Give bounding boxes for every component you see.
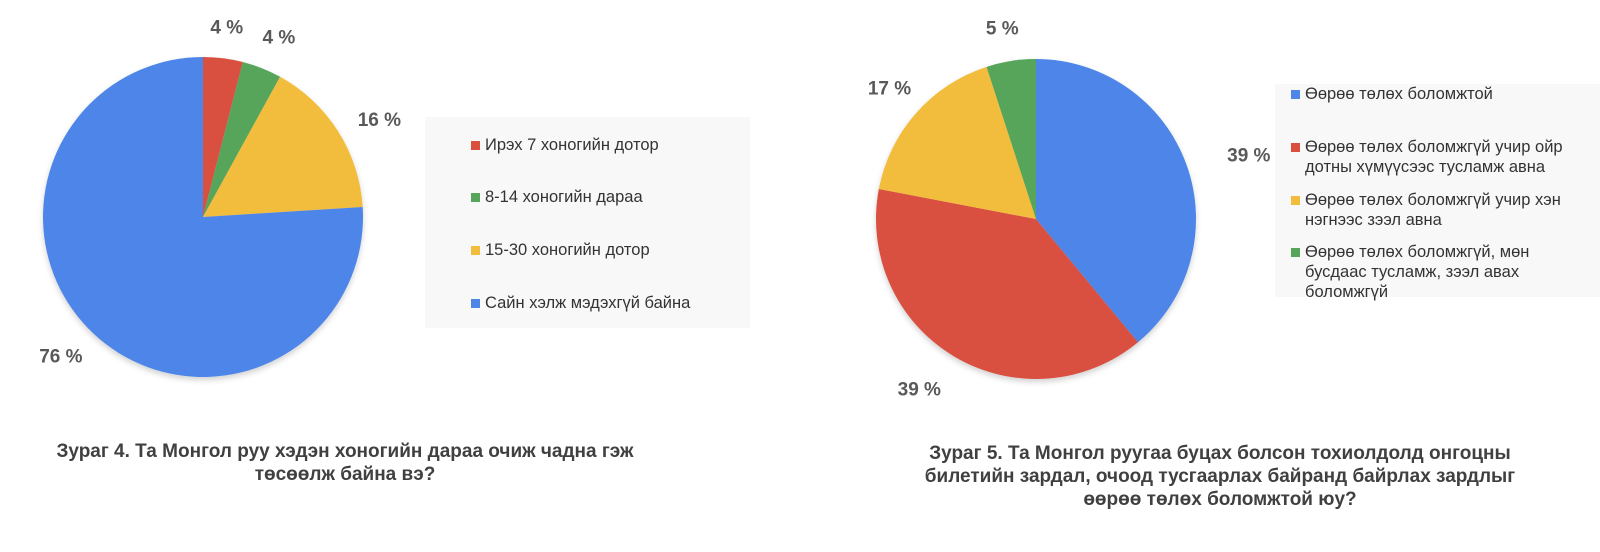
slice-value-label: 5 % — [986, 18, 1019, 39]
pie-slice — [42, 57, 363, 378]
legend-label: Ирэх 7 хоногийн дотор — [485, 136, 659, 154]
figure-5-caption: Зураг 5. Та Монгол руугаа буцах болсон т… — [924, 443, 1516, 510]
pie-chart-1-legend: Ирэх 7 хоногийн дотор 8-14 хоногийн дара… — [425, 117, 750, 328]
pie-slice — [875, 189, 1138, 380]
legend-swatch — [1291, 143, 1300, 152]
pie-chart-2-labels: 39 % 39 % 17 % 5 % — [868, 18, 1271, 400]
legend-item: Сайн хэлж мэдэхгүй байна — [471, 293, 690, 313]
slice-value-label: 76 % — [39, 347, 82, 368]
pie-slice — [1036, 59, 1196, 343]
legend-item: Ирэх 7 хоногийн дотор — [471, 135, 659, 155]
pie-chart-2 — [875, 59, 1196, 380]
slice-value-label: 39 % — [898, 380, 941, 401]
legend-label: Өөрөө төлөх боломжгүй учир хэн нэгнээс з… — [1305, 191, 1561, 229]
legend-label: Сайн хэлж мэдэхгүй байна — [485, 294, 691, 312]
slice-value-label: 4 % — [263, 27, 296, 48]
legend-item: Өөрөө төлөх боломжтой — [1291, 84, 1591, 104]
legend-swatch — [1291, 248, 1300, 257]
pie-slice — [878, 66, 1036, 219]
legend-item: 15-30 хоногийн дотор — [471, 240, 650, 260]
legend-label: 15-30 хоногийн дотор — [485, 241, 650, 259]
legend-label: Өөрөө төлөх боломжтой — [1305, 85, 1493, 103]
slice-value-label: 39 % — [1227, 146, 1270, 167]
pie-slice — [203, 76, 363, 217]
legend-label: 8-14 хоногийн дараа — [485, 188, 643, 206]
legend-item: 8-14 хоногийн дараа — [471, 187, 643, 207]
pie-chart-1 — [42, 57, 363, 378]
legend-swatch — [1291, 90, 1300, 99]
legend-label: Өөрөө төлөх боломжгүй, мөн бусдаас тусла… — [1305, 243, 1530, 301]
pie-chart-2-legend: Өөрөө төлөх боломжтой Өөрөө төлөх боломж… — [1275, 84, 1600, 301]
pie-slice — [203, 57, 243, 217]
legend-swatch — [471, 193, 480, 202]
legend-swatch — [471, 246, 480, 255]
legend-label: Өөрөө төлөх боломжгүй учир ойр дотны хүм… — [1305, 138, 1563, 176]
slice-value-label: 17 % — [868, 78, 911, 99]
legend-item: Өөрөө төлөх боломжгүй учир ойр дотны хүм… — [1291, 137, 1591, 177]
figure-4-caption: Зураг 4. Та Монгол руу хэдэн хоногийн да… — [56, 441, 634, 485]
legend-item: Өөрөө төлөх боломжгүй, мөн бусдаас тусла… — [1291, 242, 1591, 302]
pie-slice — [986, 59, 1036, 219]
pie-slice — [203, 62, 281, 217]
legend-swatch — [471, 141, 480, 150]
slice-value-label: 4 % — [210, 18, 243, 39]
legend-swatch — [1291, 196, 1300, 205]
legend-item: Өөрөө төлөх боломжгүй учир хэн нэгнээс з… — [1291, 190, 1591, 230]
slice-value-label: 16 % — [358, 110, 401, 131]
pie-chart-1-labels: 4 % 4 % 16 % 76 % — [39, 18, 401, 368]
legend-swatch — [471, 299, 480, 308]
